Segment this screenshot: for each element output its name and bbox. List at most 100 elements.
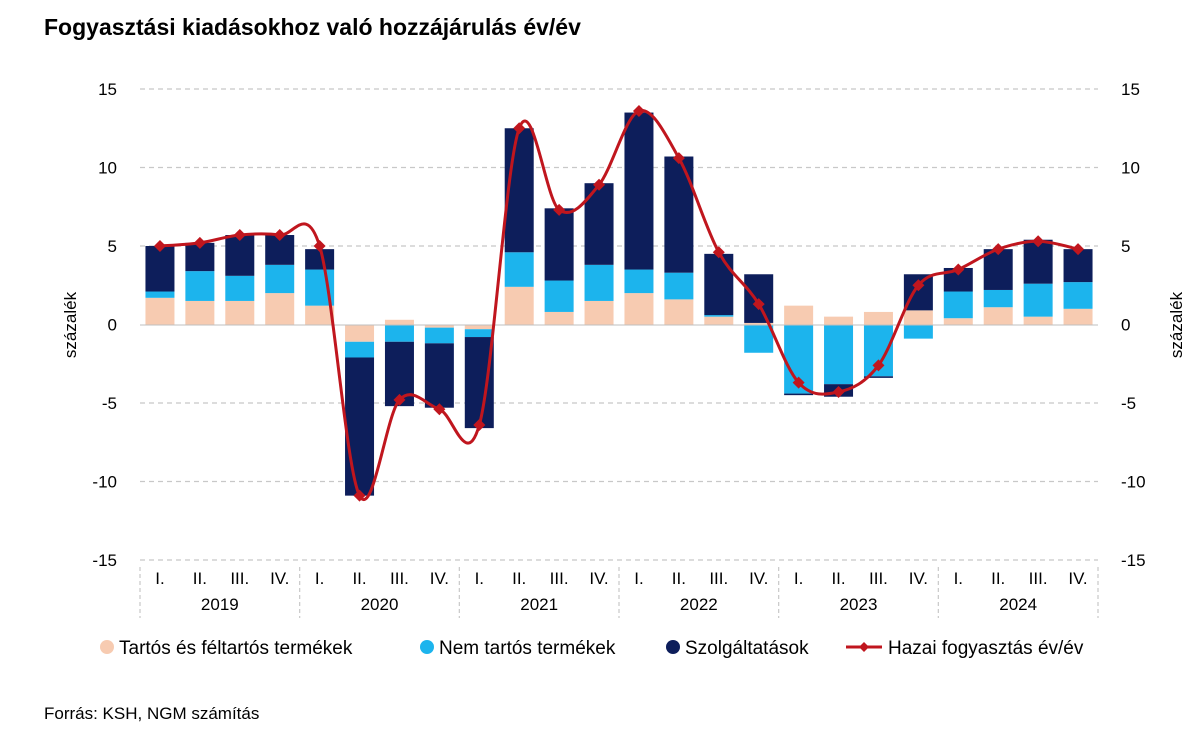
y-axis-title-right: százalék <box>1167 291 1186 358</box>
bar-segment <box>744 324 774 353</box>
bar-segment <box>544 280 574 312</box>
legend-label: Nem tartós termékek <box>439 638 616 659</box>
x-tick-label-year: 2019 <box>201 595 239 614</box>
x-tick-label-quarter: II. <box>352 569 366 588</box>
bar-segment <box>744 322 774 325</box>
bar-segment <box>943 291 973 319</box>
line-point-marker <box>313 240 326 252</box>
bar-segment <box>1063 282 1093 309</box>
bar-segment <box>145 246 175 292</box>
x-tick-label-quarter: I. <box>954 569 963 588</box>
bar-segment <box>1023 316 1053 325</box>
line-point-marker <box>553 203 566 216</box>
bar-segment <box>824 316 854 325</box>
page-title: Fogyasztási kiadásokhoz való hozzájárulá… <box>44 14 581 40</box>
chart-legend: Tartós és féltartós termékek Nem tartós t… <box>100 638 1084 659</box>
bar-segment <box>345 341 375 358</box>
x-tick-label-quarter: III. <box>550 569 569 588</box>
x-tick-label-quarter: IV. <box>430 569 449 588</box>
bar-segment <box>624 269 654 294</box>
bar-segment <box>824 324 854 385</box>
x-tick-label-quarter: III. <box>230 569 249 588</box>
x-tick-label-quarter: I. <box>794 569 803 588</box>
x-tick-label-quarter: IV. <box>270 569 289 588</box>
line-point-marker <box>353 489 366 502</box>
line-point-marker <box>872 359 885 372</box>
legend-label: Szolgáltatások <box>685 638 809 659</box>
bar-segment <box>305 249 335 270</box>
bar-segment <box>185 271 215 301</box>
y-tick-label-left: -10 <box>92 473 117 492</box>
y-tick-label-left: 5 <box>108 237 117 256</box>
x-tick-label-quarter: II. <box>672 569 686 588</box>
x-tick-label-quarter: II. <box>831 569 845 588</box>
bar-segment <box>464 337 494 429</box>
line-point-marker <box>233 229 246 242</box>
x-tick-label-quarter: I. <box>475 569 484 588</box>
x-tick-label-quarter: IV. <box>1068 569 1087 588</box>
line-point-marker <box>992 243 1005 256</box>
line-point-marker <box>273 229 286 242</box>
legend-label: Tartós és féltartós termékek <box>119 638 353 659</box>
bar-segment <box>145 297 175 325</box>
bar-segment <box>664 272 694 300</box>
bar-segment <box>145 291 175 298</box>
bar-segment <box>704 315 734 317</box>
bar-segment <box>584 300 614 325</box>
y-tick-label-right: -15 <box>1121 551 1146 570</box>
x-tick-label-quarter: I. <box>634 569 643 588</box>
x-tick-label-year: 2024 <box>999 595 1037 614</box>
line-point-marker <box>792 376 805 389</box>
y-tick-label-left: -5 <box>102 394 117 413</box>
bar-segment <box>384 324 414 342</box>
bar-segment <box>1023 283 1053 317</box>
chart-axes: 15 15 10 10 5 5 0 0 -5 -5 -10 -10 -15 -15 százalék száz… <box>61 80 1186 618</box>
line-point-marker <box>393 393 406 406</box>
bar-segment <box>225 275 255 301</box>
x-tick-label-quarter: III. <box>869 569 888 588</box>
x-tick-label-quarter: IV. <box>589 569 608 588</box>
bar-segment <box>903 324 933 339</box>
y-tick-label-right: -10 <box>1121 473 1146 492</box>
bar-segment <box>584 264 614 301</box>
line-point-marker <box>952 263 965 276</box>
bar-segment <box>704 316 734 325</box>
bar-segment <box>903 310 933 325</box>
line-point-marker <box>632 104 645 117</box>
line-point-marker <box>473 418 486 431</box>
legend-marker <box>666 640 680 654</box>
y-tick-label-right: 5 <box>1121 237 1130 256</box>
bar-segment <box>863 311 893 325</box>
bar-segment <box>863 376 893 378</box>
bar-segment <box>185 300 215 325</box>
line-series-path <box>159 109 1079 501</box>
x-tick-label-quarter: I. <box>155 569 164 588</box>
bar-segment <box>424 343 454 408</box>
source-note: Forrás: KSH, NGM számítás <box>44 704 260 723</box>
bar-segment <box>504 286 534 325</box>
bar-segment <box>305 305 335 325</box>
bar-segment <box>983 289 1013 308</box>
y-axis-title-left: százalék <box>61 291 80 358</box>
bar-segment <box>664 156 694 273</box>
x-tick-label-quarter: II. <box>991 569 1005 588</box>
line-point-marker <box>832 386 845 399</box>
x-tick-label-year: 2023 <box>840 595 878 614</box>
chart-gridlines <box>140 88 1098 561</box>
bar-segment <box>384 319 414 325</box>
bar-segment <box>784 305 814 325</box>
line-point-marker <box>593 178 606 191</box>
y-tick-label-right: -5 <box>1121 394 1136 413</box>
legend-marker <box>100 640 114 654</box>
bar-segment <box>345 357 375 496</box>
line-point-marker <box>712 246 725 259</box>
line-point-marker <box>672 152 685 165</box>
x-tick-label-year: 2022 <box>680 595 718 614</box>
legend-marker <box>420 640 434 654</box>
legend-marker <box>859 642 869 652</box>
bar-segment <box>504 252 534 287</box>
bar-segment <box>345 324 375 342</box>
y-tick-label-left: 0 <box>108 316 117 335</box>
bar-segment <box>225 235 255 276</box>
bar-segment <box>624 293 654 325</box>
